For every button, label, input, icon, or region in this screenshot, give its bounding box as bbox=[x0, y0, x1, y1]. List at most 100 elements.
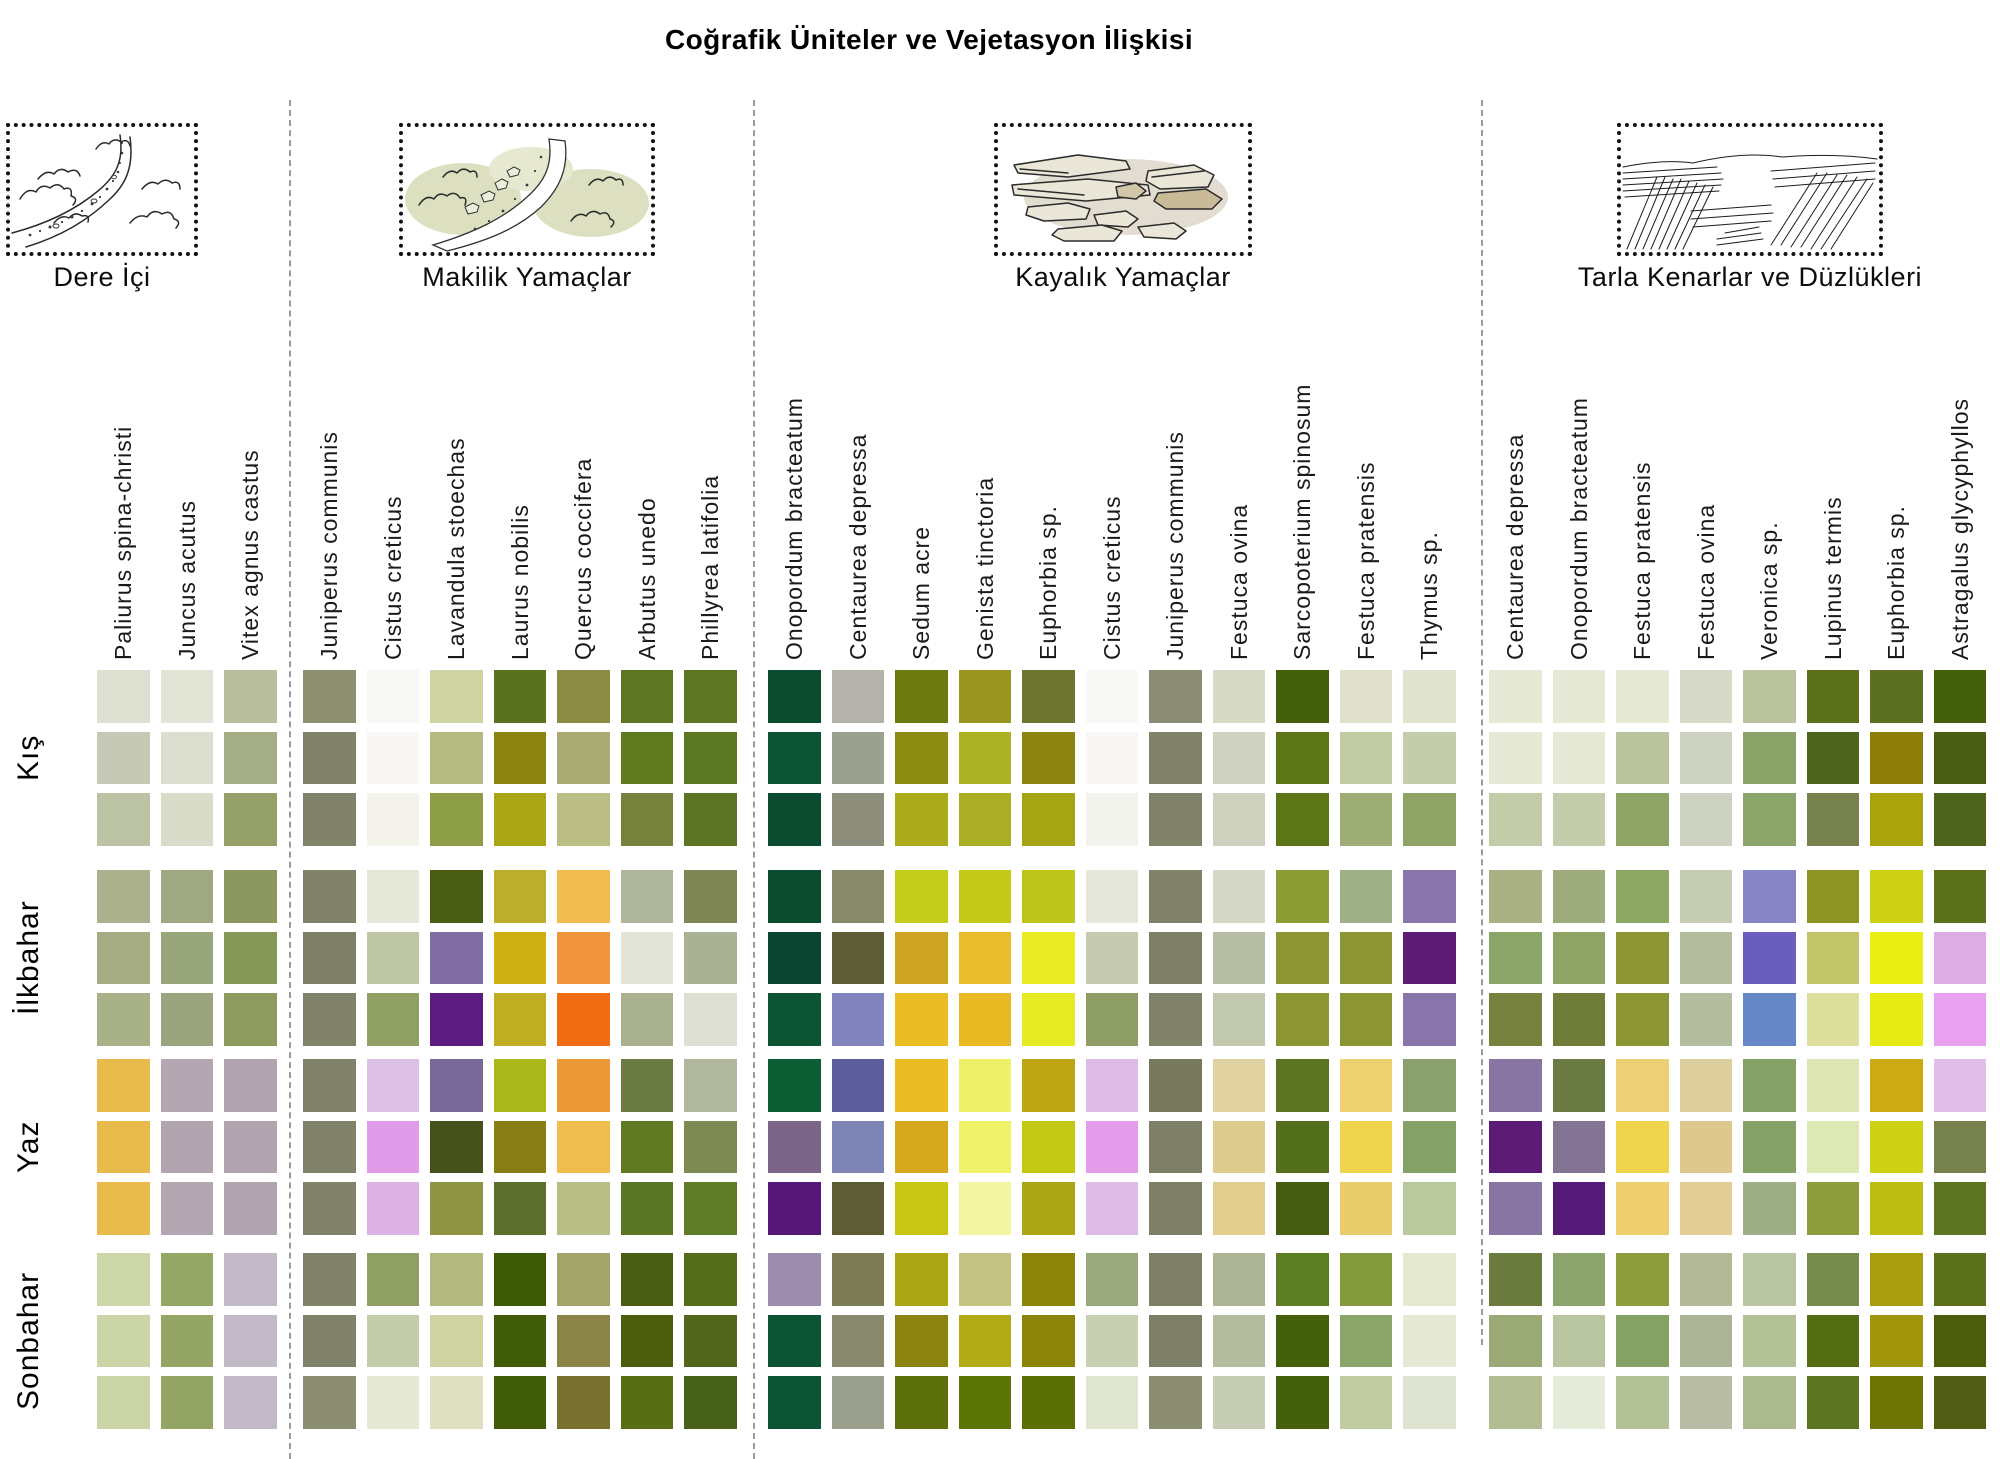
matrix-cell bbox=[557, 731, 610, 784]
matrix-cell bbox=[684, 1314, 737, 1367]
matrix-cell bbox=[1870, 1314, 1923, 1367]
matrix-cell bbox=[97, 1376, 150, 1429]
matrix-cell bbox=[366, 993, 419, 1046]
matrix-cell bbox=[366, 1182, 419, 1235]
matrix-cell bbox=[1085, 1314, 1138, 1367]
matrix-cell bbox=[1679, 1182, 1732, 1235]
matrix-cell bbox=[224, 1314, 277, 1367]
species-label: Juniperus communis bbox=[1162, 431, 1189, 660]
species-label: Genista tinctoria bbox=[971, 476, 998, 660]
species-label: Juncus acutus bbox=[173, 499, 200, 660]
matrix-cell bbox=[1149, 870, 1202, 923]
matrix-cell bbox=[1933, 1376, 1986, 1429]
matrix-cell bbox=[1489, 1253, 1542, 1306]
matrix-cell bbox=[557, 1120, 610, 1173]
matrix-cell bbox=[1276, 870, 1329, 923]
section-divider-3 bbox=[1481, 100, 1483, 1345]
matrix-cell bbox=[958, 731, 1011, 784]
matrix-cell bbox=[1149, 1182, 1202, 1235]
unit-frame-tarla bbox=[1617, 123, 1883, 256]
species-label: Festuca ovina bbox=[1225, 503, 1252, 660]
matrix-cell bbox=[1552, 1120, 1605, 1173]
matrix-cell bbox=[160, 731, 213, 784]
matrix-cell bbox=[831, 731, 884, 784]
matrix-cell bbox=[366, 870, 419, 923]
matrix-cell bbox=[1870, 1182, 1923, 1235]
matrix-cell bbox=[224, 1376, 277, 1429]
matrix-cell bbox=[430, 670, 483, 723]
matrix-cell bbox=[1489, 670, 1542, 723]
matrix-cell bbox=[430, 1314, 483, 1367]
matrix-cell bbox=[620, 731, 673, 784]
matrix-cell bbox=[97, 1120, 150, 1173]
matrix-cell bbox=[831, 670, 884, 723]
matrix-cell bbox=[1489, 1059, 1542, 1112]
matrix-cell bbox=[1806, 1314, 1859, 1367]
matrix-cell bbox=[1085, 931, 1138, 984]
stream-sketch bbox=[11, 134, 181, 248]
matrix-cell bbox=[1933, 1182, 1986, 1235]
matrix-cell bbox=[1806, 1376, 1859, 1429]
matrix-cell bbox=[366, 670, 419, 723]
matrix-cell bbox=[895, 931, 948, 984]
matrix-cell bbox=[493, 870, 546, 923]
matrix-cell bbox=[1403, 793, 1456, 846]
matrix-cell bbox=[768, 1182, 821, 1235]
matrix-cell bbox=[97, 670, 150, 723]
matrix-cell bbox=[1276, 993, 1329, 1046]
matrix-cell bbox=[430, 931, 483, 984]
maquis-sketch bbox=[405, 138, 649, 252]
matrix-cell bbox=[620, 1376, 673, 1429]
matrix-cell bbox=[1552, 1059, 1605, 1112]
species-label: Festuca pratensis bbox=[1629, 461, 1656, 660]
matrix-cell bbox=[831, 1376, 884, 1429]
matrix-cell bbox=[958, 1059, 1011, 1112]
matrix-cell bbox=[1870, 1120, 1923, 1173]
unit-label-kayalik: Kayalık Yamaçlar bbox=[1015, 262, 1231, 292]
matrix-cell bbox=[1276, 1059, 1329, 1112]
matrix-cell bbox=[1933, 931, 1986, 984]
matrix-cell bbox=[1276, 793, 1329, 846]
matrix-cell bbox=[768, 1314, 821, 1367]
matrix-cell bbox=[430, 993, 483, 1046]
matrix-cell bbox=[1870, 793, 1923, 846]
species-label: Paliurus spina-christi bbox=[110, 425, 137, 660]
matrix-cell bbox=[557, 1059, 610, 1112]
matrix-cell bbox=[1212, 1314, 1265, 1367]
matrix-cell bbox=[620, 1182, 673, 1235]
matrix-cell bbox=[831, 931, 884, 984]
matrix-cell bbox=[1552, 793, 1605, 846]
matrix-cell bbox=[1085, 793, 1138, 846]
matrix-cell bbox=[684, 993, 737, 1046]
matrix-cell bbox=[1403, 1059, 1456, 1112]
matrix-cell bbox=[430, 1059, 483, 1112]
matrix-cell bbox=[895, 1182, 948, 1235]
section-divider-1 bbox=[289, 100, 291, 1459]
matrix-cell bbox=[1212, 1059, 1265, 1112]
matrix-cell bbox=[1339, 1059, 1392, 1112]
matrix-cell bbox=[1552, 1182, 1605, 1235]
matrix-cell bbox=[1276, 670, 1329, 723]
matrix-cell bbox=[831, 793, 884, 846]
matrix-cell bbox=[895, 1059, 948, 1112]
matrix-cell bbox=[430, 793, 483, 846]
matrix-cell bbox=[684, 1376, 737, 1429]
matrix-cell bbox=[958, 1253, 1011, 1306]
matrix-cell bbox=[1806, 870, 1859, 923]
matrix-cell bbox=[493, 670, 546, 723]
matrix-cell bbox=[1149, 1253, 1202, 1306]
matrix-cell bbox=[831, 1314, 884, 1367]
matrix-cell bbox=[1276, 1314, 1329, 1367]
matrix-cell bbox=[831, 1253, 884, 1306]
matrix-cell bbox=[1933, 1120, 1986, 1173]
matrix-cell bbox=[958, 931, 1011, 984]
matrix-cell bbox=[1552, 1253, 1605, 1306]
matrix-cell bbox=[831, 1059, 884, 1112]
matrix-cell bbox=[1403, 993, 1456, 1046]
matrix-cell bbox=[1022, 670, 1075, 723]
matrix-cell bbox=[1806, 1120, 1859, 1173]
matrix-cell bbox=[1489, 1314, 1542, 1367]
matrix-cell bbox=[1933, 1253, 1986, 1306]
matrix-cell bbox=[97, 1253, 150, 1306]
matrix-cell bbox=[1489, 1376, 1542, 1429]
